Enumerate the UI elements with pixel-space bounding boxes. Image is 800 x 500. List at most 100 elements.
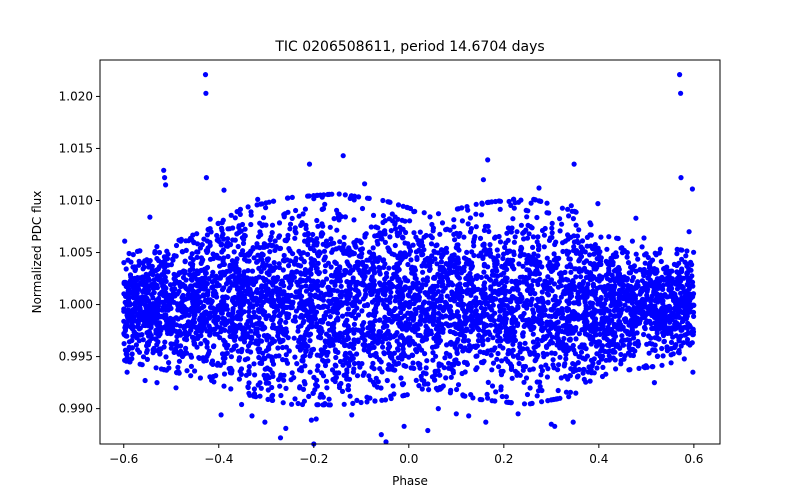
data-point xyxy=(292,318,298,324)
data-point xyxy=(156,249,163,256)
data-point xyxy=(205,351,211,357)
data-point xyxy=(322,268,328,275)
data-point xyxy=(392,226,399,232)
data-point xyxy=(350,400,356,406)
data-point xyxy=(214,274,220,280)
data-point xyxy=(236,229,242,235)
data-point xyxy=(215,303,221,309)
data-point xyxy=(170,257,176,263)
data-point xyxy=(339,313,346,319)
data-point xyxy=(616,318,622,324)
data-point xyxy=(613,267,619,273)
data-point xyxy=(460,392,466,398)
data-point xyxy=(490,335,496,341)
data-point xyxy=(491,295,497,301)
data-point xyxy=(498,317,504,323)
data-point xyxy=(329,279,335,285)
data-point xyxy=(322,263,329,269)
data-point xyxy=(129,337,135,344)
data-point xyxy=(368,224,374,230)
data-point xyxy=(625,260,632,266)
data-point xyxy=(489,367,495,373)
data-point xyxy=(203,265,209,272)
data-point xyxy=(216,238,222,244)
data-point xyxy=(289,401,295,407)
data-point xyxy=(414,254,420,261)
data-point xyxy=(512,200,518,206)
data-point xyxy=(333,260,339,266)
data-point xyxy=(492,198,499,205)
data-point xyxy=(220,217,226,223)
data-point xyxy=(497,239,504,245)
data-point xyxy=(523,227,529,233)
data-point xyxy=(389,284,395,290)
data-point xyxy=(257,346,263,352)
data-point xyxy=(591,356,597,362)
data-point xyxy=(169,286,175,292)
data-point xyxy=(464,282,470,288)
data-point xyxy=(184,337,190,343)
data-point xyxy=(366,249,373,255)
data-point xyxy=(364,394,370,400)
data-point xyxy=(184,368,190,374)
data-point xyxy=(222,327,228,333)
data-point xyxy=(622,316,629,322)
data-point xyxy=(667,319,673,325)
data-point xyxy=(409,267,415,273)
data-point xyxy=(542,325,548,331)
data-point xyxy=(345,306,351,312)
data-point xyxy=(492,322,498,328)
data-point xyxy=(674,251,680,257)
data-point xyxy=(346,296,352,302)
data-point xyxy=(653,252,659,258)
data-point xyxy=(271,260,277,266)
data-point xyxy=(479,289,486,295)
data-point xyxy=(576,354,582,360)
data-point xyxy=(584,234,591,240)
data-point xyxy=(509,375,515,381)
data-point xyxy=(230,306,236,312)
data-point xyxy=(520,230,526,236)
data-point xyxy=(166,292,172,298)
data-point xyxy=(405,241,411,247)
data-point xyxy=(271,198,277,204)
data-point xyxy=(600,364,606,370)
data-point xyxy=(161,283,167,289)
data-point xyxy=(350,275,356,281)
data-point xyxy=(324,276,330,282)
data-point xyxy=(321,402,327,408)
data-point xyxy=(417,229,423,235)
data-point xyxy=(461,264,467,270)
data-point xyxy=(605,270,612,276)
data-point xyxy=(279,329,285,335)
data-point xyxy=(423,263,429,269)
data-point xyxy=(510,249,517,255)
data-point xyxy=(183,345,189,351)
data-point xyxy=(506,399,512,405)
data-point xyxy=(581,376,587,382)
data-point xyxy=(228,365,234,371)
data-point xyxy=(646,262,652,268)
data-point xyxy=(447,353,453,359)
data-point xyxy=(264,270,270,276)
data-point xyxy=(559,221,565,227)
data-point xyxy=(471,243,477,249)
data-point xyxy=(683,253,689,259)
data-point xyxy=(530,366,536,372)
data-point xyxy=(482,298,488,304)
data-point xyxy=(465,338,471,344)
data-point xyxy=(525,208,531,214)
data-point xyxy=(446,365,452,371)
data-point xyxy=(496,233,502,240)
data-point xyxy=(135,311,141,317)
data-point xyxy=(347,393,353,399)
data-point xyxy=(649,364,655,370)
data-point xyxy=(423,290,429,296)
data-point xyxy=(603,296,609,303)
data-point xyxy=(241,339,248,345)
data-point xyxy=(516,261,522,267)
data-point xyxy=(395,216,401,222)
data-point xyxy=(163,312,169,318)
data-point xyxy=(531,345,537,351)
data-point xyxy=(131,280,137,287)
